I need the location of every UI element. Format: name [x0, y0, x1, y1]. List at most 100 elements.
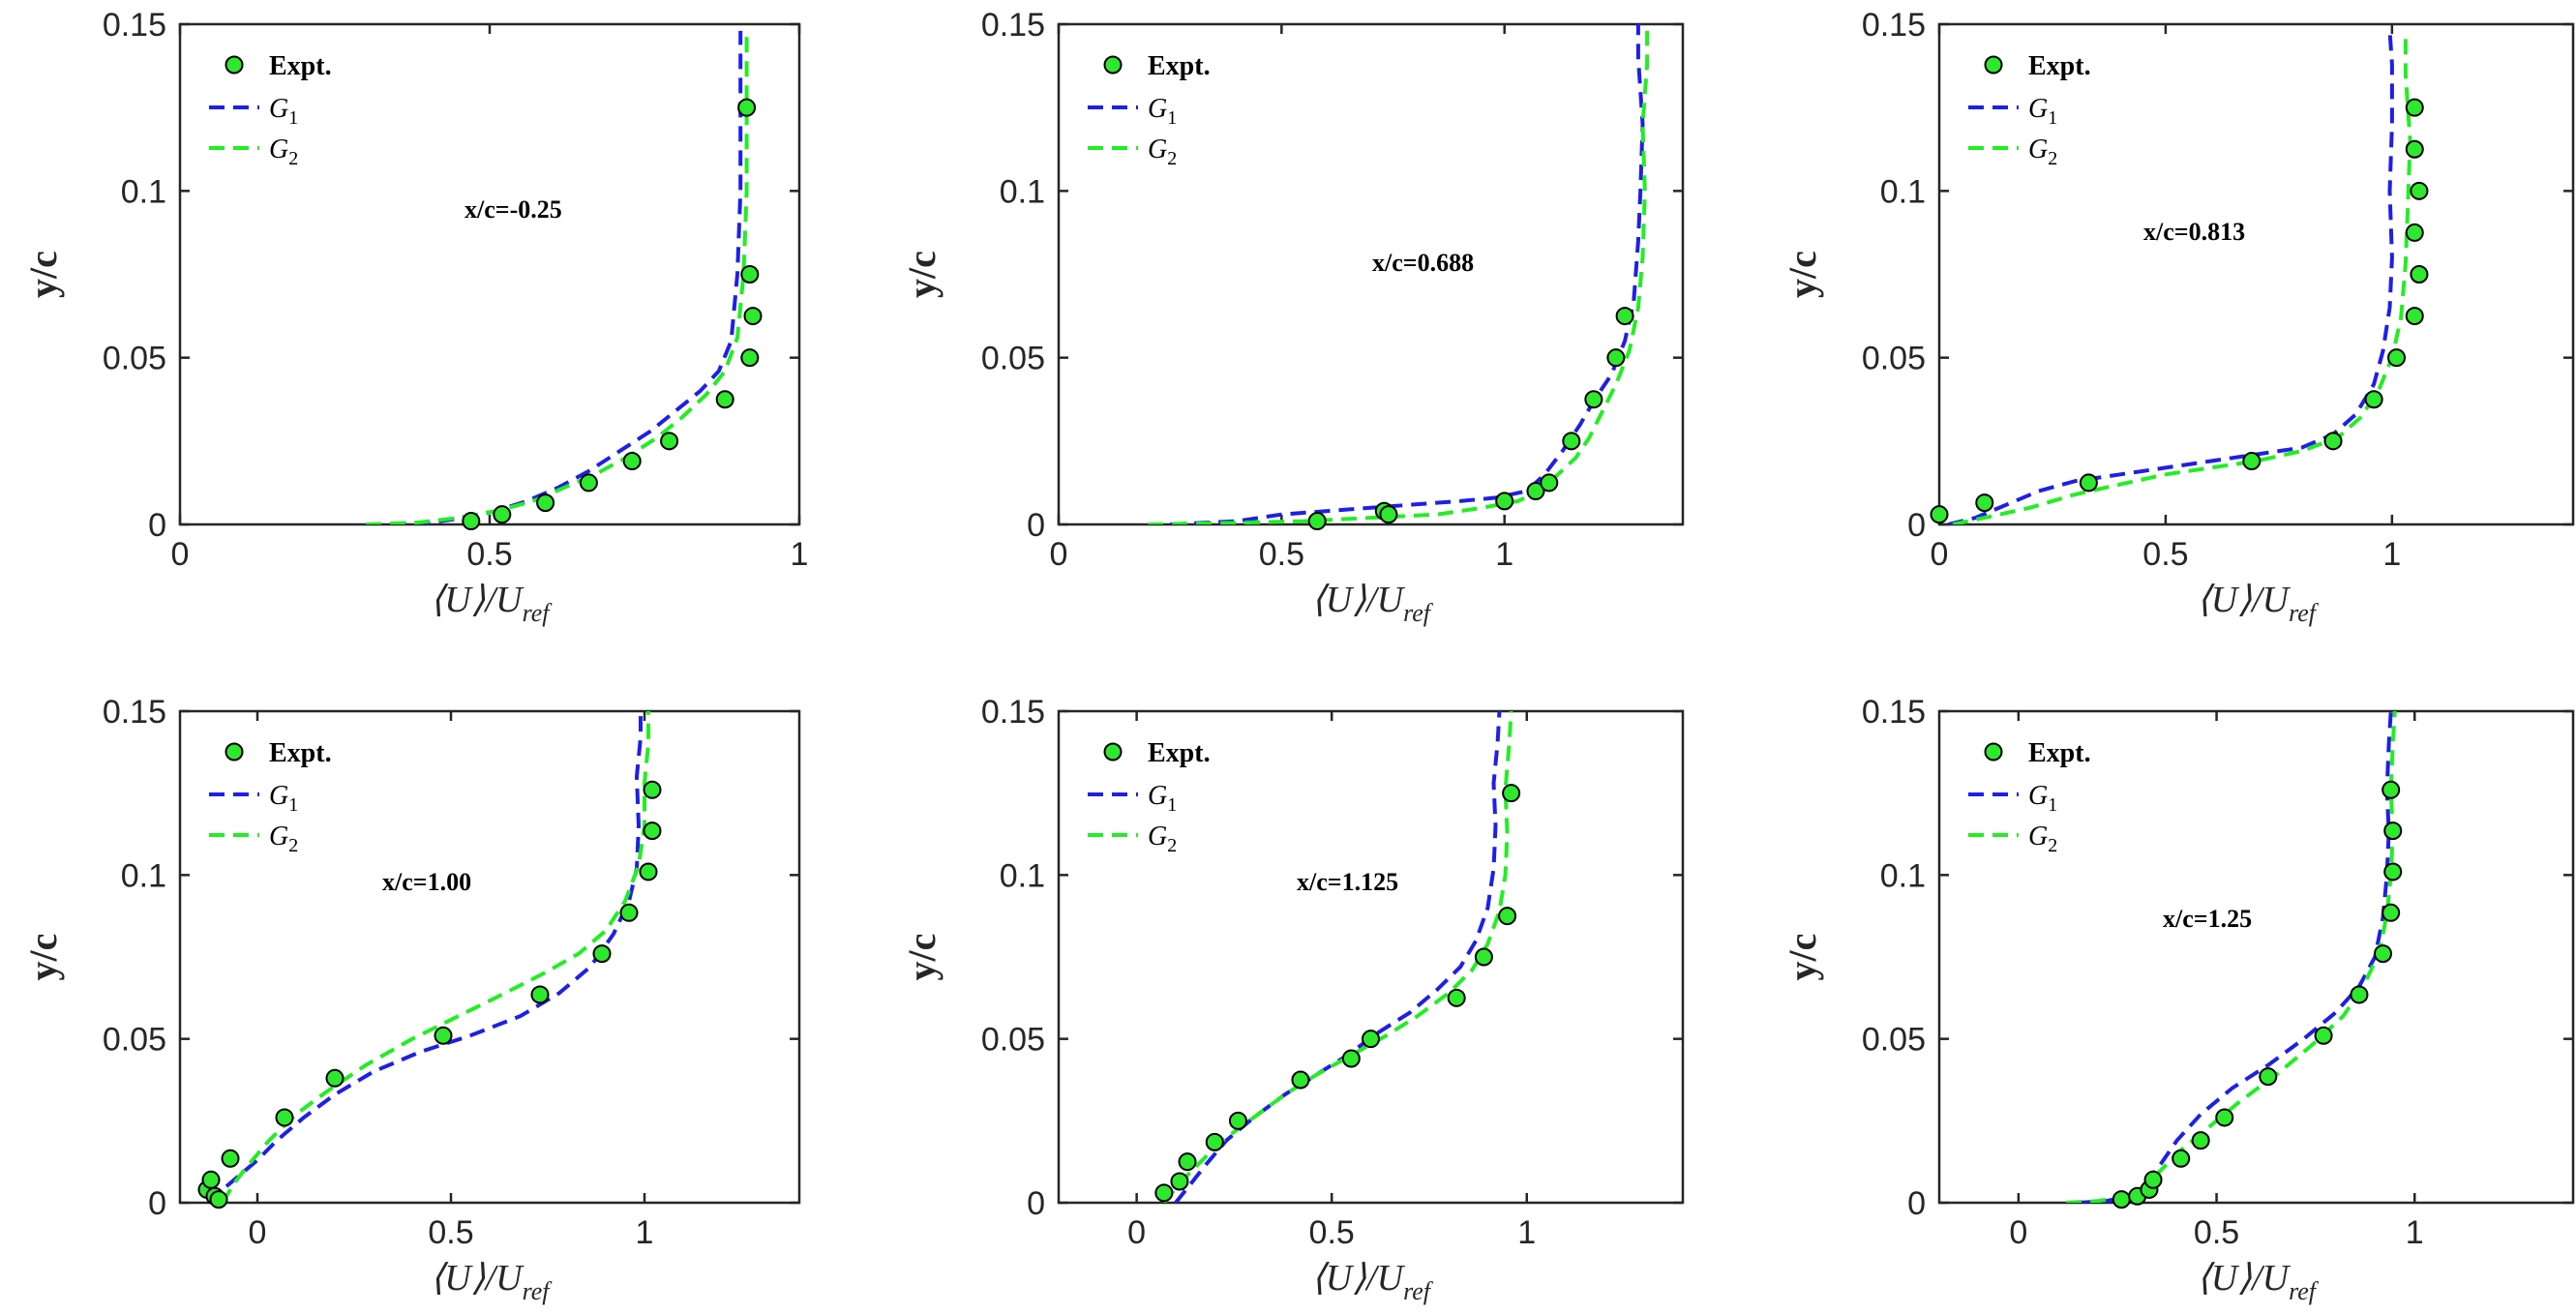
x-axis-label: ⟨U⟩/Uref	[430, 580, 553, 627]
y-axis-label: y/c	[1781, 934, 1824, 981]
position-annotation: x/c=1.00	[382, 868, 471, 896]
expt-data-point	[275, 1108, 294, 1127]
x-tick-label: 1	[791, 536, 809, 573]
legend-expt-label: Expt.	[269, 51, 332, 81]
expt-data-point	[579, 473, 598, 493]
expt-data-point	[2405, 307, 2424, 326]
expt-data-point	[1362, 1030, 1380, 1049]
expt-data-point	[2112, 1190, 2131, 1209]
x-tick-label: 0.5	[1309, 1214, 1355, 1251]
g2-series-line	[1148, 30, 1650, 524]
position-annotation: x/c=0.813	[2143, 218, 2245, 246]
legend-g2-label: G2	[2028, 134, 2057, 169]
expt-data-point	[2314, 1026, 2333, 1045]
expt-data-point	[715, 390, 734, 409]
chart-panel: 0 0.5 1 0 0.05 0.1 0.15 ⟨U⟩/Uref y/c x/c=0.813 Exp…	[1781, 7, 2575, 627]
legend: Expt. G1 G2	[1968, 51, 2091, 169]
y-axis-label: y/c	[1781, 251, 1824, 298]
legend: Expt. G1 G2	[209, 738, 332, 856]
expt-data-point	[743, 307, 763, 326]
y-tick-label: 0.15	[1862, 7, 1926, 44]
chart-panel: 0 0.5 1 0 0.05 0.1 0.15 ⟨U⟩/Uref y/c x/c=-0.25 Exp…	[21, 7, 808, 627]
x-tick-label: 0	[2009, 1214, 2027, 1251]
expt-data-point	[740, 348, 760, 368]
expt-data-point	[1178, 1152, 1197, 1172]
g1-series-line	[225, 711, 643, 1188]
expt-data-point	[2405, 223, 2424, 242]
y-tick-label: 0.15	[981, 7, 1045, 44]
y-tick-label: 0.15	[1862, 694, 1926, 731]
expt-data-point	[2172, 1149, 2191, 1168]
position-annotation: x/c=1.125	[1297, 868, 1398, 896]
expt-data-point	[1498, 907, 1517, 926]
expt-data-point	[660, 432, 679, 451]
legend-expt-label: Expt.	[2028, 738, 2091, 768]
legend-g2-label: G2	[1148, 134, 1177, 169]
expt-data-point	[1154, 1183, 1174, 1203]
legend: Expt. G1 G2	[1968, 738, 2091, 856]
legend-expt-marker	[225, 742, 244, 762]
expt-data-point	[530, 985, 550, 1004]
x-axis-label-subscript: ref	[2289, 1277, 2320, 1305]
chart-panel: 0 0.5 1 0 0.05 0.1 0.15 ⟨U⟩/Uref y/c x/c=1.125 Exp…	[900, 694, 1685, 1305]
legend-g1-label: G1	[269, 781, 298, 816]
legend-g1-label: G1	[269, 94, 298, 129]
g1-series-line	[1174, 711, 1502, 1203]
expt-data-point	[2405, 98, 2424, 117]
expt-data-point	[2079, 473, 2098, 493]
x-axis-label: ⟨U⟩/Uref	[430, 1258, 553, 1305]
legend-expt-marker	[1103, 742, 1123, 762]
x-axis-label-subscript: ref	[1403, 1277, 1434, 1305]
position-annotation: x/c=1.25	[2163, 905, 2252, 933]
x-axis-label-subscript: ref	[2289, 599, 2320, 627]
x-tick-label: 0.5	[466, 536, 512, 573]
x-axis-label-subscript: ref	[523, 599, 554, 627]
expt-data-point	[1930, 505, 1949, 524]
expt-data-point	[2387, 348, 2407, 368]
x-tick-label: 0	[1127, 1214, 1146, 1251]
x-tick-label: 0.5	[2194, 1214, 2239, 1251]
legend-expt-marker	[225, 55, 244, 75]
expt-data-point	[221, 1149, 240, 1168]
y-tick-label: 0.05	[103, 341, 166, 377]
y-axis-label: y/c	[900, 934, 944, 981]
expt-data-point	[2364, 390, 2383, 409]
chart-panel: 0 0.5 1 0 0.05 0.1 0.15 ⟨U⟩/Uref y/c x/c=1.25 Expt…	[1781, 694, 2575, 1305]
legend-expt-marker	[1984, 742, 2003, 762]
expt-data-point	[462, 512, 481, 531]
y-axis-label: y/c	[900, 251, 944, 298]
expt-data-point	[536, 493, 555, 513]
expt-data-point	[1606, 348, 1626, 368]
legend-g1-label: G1	[2028, 94, 2057, 129]
expt-data-point	[1495, 492, 1514, 511]
plot-frame	[178, 22, 801, 526]
legend-g1-label: G1	[2028, 781, 2057, 816]
expt-data-point	[1228, 1111, 1247, 1130]
x-axis-label: ⟨U⟩/Uref	[2197, 580, 2320, 627]
x-axis-label-main: ⟨U⟩/U	[2197, 580, 2291, 620]
legend-expt-label: Expt.	[2028, 51, 2091, 81]
chart-panel: 0 0.5 1 0 0.05 0.1 0.15 ⟨U⟩/Uref y/c x/c=0.688 Exp…	[900, 7, 1685, 627]
expt-data-point	[737, 98, 757, 117]
expt-data-point	[1379, 505, 1398, 524]
legend-g2-label: G2	[269, 134, 298, 169]
expt-data-point	[619, 903, 639, 922]
y-tick-label: 0	[148, 1185, 166, 1222]
expt-data-point	[2381, 780, 2401, 799]
expt-data-point	[1447, 988, 1466, 1007]
x-axis-label: ⟨U⟩/Uref	[2197, 1258, 2320, 1305]
expt-data-point	[622, 452, 642, 471]
x-axis-label-main: ⟨U⟩/U	[1311, 580, 1406, 620]
expt-data-point	[2350, 985, 2369, 1004]
y-tick-label: 0.05	[981, 1022, 1045, 1059]
legend-expt-marker	[1103, 55, 1123, 75]
plot-frame	[1057, 709, 1685, 1205]
expt-data-point	[2383, 821, 2403, 841]
expt-data-point	[1562, 432, 1581, 451]
y-tick-label: 0	[1027, 507, 1045, 544]
expt-data-point	[2410, 181, 2429, 200]
expt-data-point	[2410, 265, 2429, 284]
g1-series-line	[390, 30, 743, 524]
legend-g1-label: G1	[1148, 781, 1177, 816]
x-tick-label: 0.5	[1259, 536, 1304, 573]
